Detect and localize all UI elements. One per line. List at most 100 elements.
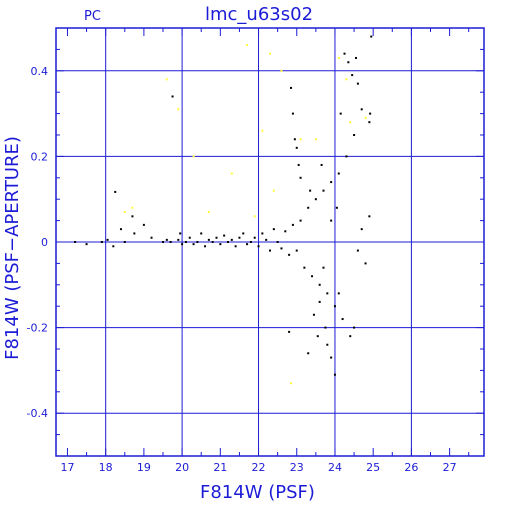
data-point: [249, 241, 252, 243]
data-point-yellow: [337, 56, 340, 59]
data-point-yellow: [253, 215, 256, 218]
data-point: [341, 318, 344, 321]
x-tick-label: 19: [137, 461, 151, 474]
data-point: [114, 190, 117, 193]
data-point: [291, 223, 294, 226]
data-point: [360, 228, 363, 231]
data-point: [337, 292, 340, 295]
data-point: [333, 373, 336, 376]
data-point: [169, 241, 172, 243]
data-point: [276, 241, 279, 243]
data-point: [291, 112, 294, 115]
data-point: [295, 146, 298, 149]
data-point: [265, 238, 268, 241]
data-point: [330, 356, 333, 359]
data-point: [356, 249, 359, 252]
x-tick-label: 21: [213, 461, 227, 474]
data-point: [85, 243, 88, 246]
y-axis-label: F814W (PSF−APERTURE): [2, 136, 23, 360]
x-tick-label: 23: [290, 461, 304, 474]
y-tick-label: 0.2: [31, 150, 49, 163]
data-point: [181, 243, 184, 246]
data-point-yellow: [230, 172, 233, 175]
data-point: [171, 95, 174, 98]
data-point: [370, 35, 373, 38]
x-tick-label: 25: [366, 461, 380, 474]
data-point: [204, 245, 207, 248]
data-point: [272, 228, 275, 231]
data-point: [307, 206, 310, 209]
data-point: [142, 223, 145, 226]
data-point-yellow: [207, 211, 210, 214]
data-point: [280, 247, 283, 250]
x-axis-label: F814W (PSF): [200, 482, 315, 503]
grid: [56, 27, 484, 457]
data-point: [299, 176, 302, 179]
data-point: [106, 238, 109, 241]
data-point: [290, 86, 293, 89]
data-point: [353, 326, 356, 329]
data-point-yellow: [299, 138, 302, 141]
data-point: [369, 112, 372, 115]
data-point: [269, 249, 271, 252]
data-points: [74, 35, 373, 385]
data-point: [297, 163, 300, 166]
data-point: [238, 236, 241, 239]
data-point: [307, 352, 310, 355]
data-point: [230, 238, 233, 241]
data-point: [354, 56, 357, 59]
data-point: [314, 198, 317, 201]
x-tick-label: 26: [404, 461, 418, 474]
data-point-yellow: [165, 78, 168, 81]
data-point: [318, 283, 321, 286]
data-point-yellow: [131, 206, 134, 209]
data-point: [368, 215, 371, 218]
y-tick-labels: -0.4 -0.2 0 0.2 0.4: [27, 65, 48, 420]
data-point: [356, 82, 359, 85]
plot-frame: [55, 27, 485, 457]
x-tick-label: 20: [175, 461, 189, 474]
data-point: [320, 163, 323, 166]
data-point: [100, 241, 103, 243]
data-point: [333, 305, 336, 308]
data-point: [339, 112, 342, 115]
data-point: [112, 245, 115, 248]
data-point-yellow: [345, 78, 348, 81]
data-point-yellow: [177, 108, 180, 111]
data-point: [364, 262, 367, 265]
data-point: [322, 189, 325, 192]
data-point: [299, 219, 302, 222]
data-point: [326, 343, 329, 346]
data-point: [177, 238, 180, 241]
data-point: [257, 245, 260, 248]
data-point: [335, 206, 338, 209]
data-point-yellow: [269, 52, 271, 55]
chart-title: lmc_u63s02: [205, 4, 314, 25]
data-point: [242, 232, 245, 235]
y-tick-label: 0: [41, 236, 48, 249]
data-point: [165, 238, 168, 241]
data-point: [234, 245, 237, 248]
data-point: [360, 108, 363, 111]
y-tick-label: -0.4: [27, 407, 48, 420]
data-point: [293, 138, 296, 141]
data-point: [322, 266, 325, 269]
data-point: [337, 172, 340, 175]
data-point: [311, 275, 314, 278]
data-point: [253, 236, 256, 239]
camera-label: PC: [84, 9, 101, 24]
data-point: [312, 313, 315, 316]
data-point: [288, 330, 291, 333]
data-point: [303, 266, 306, 269]
data-point: [347, 61, 350, 64]
data-point: [188, 236, 191, 239]
x-tick-label: 18: [99, 461, 113, 474]
data-point-yellow: [261, 129, 264, 132]
data-point: [324, 326, 327, 329]
data-point: [353, 134, 356, 136]
data-point-yellow: [246, 44, 249, 47]
data-point: [349, 335, 352, 338]
data-point: [316, 335, 319, 338]
data-point-yellow: [123, 211, 126, 214]
